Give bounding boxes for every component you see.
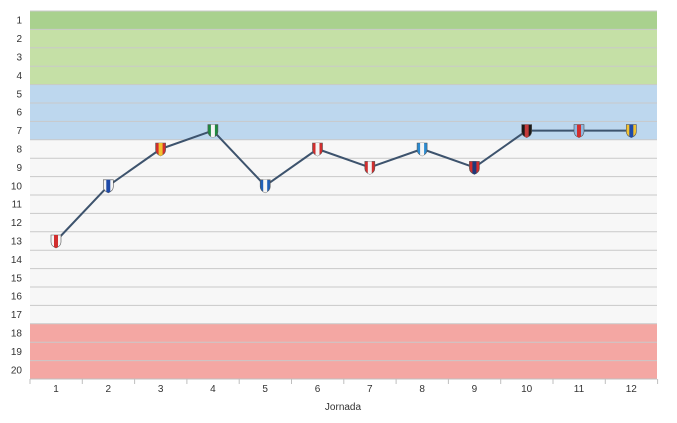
y-tick-label: 9	[16, 163, 22, 174]
y-tick-label: 7	[16, 126, 22, 137]
y-tick-label: 20	[11, 365, 23, 376]
x-tick-label: 6	[315, 384, 321, 395]
marker-layer	[50, 124, 637, 249]
y-tick-label: 13	[11, 237, 23, 248]
x-axis: 1 2 3 4 5 6 7 8 9 10 11 12	[29, 378, 659, 395]
y-tick-label: 14	[11, 255, 23, 266]
crest-stripe	[210, 124, 215, 138]
y-tick-label: 1	[16, 16, 22, 27]
y-tick-label: 10	[11, 181, 23, 192]
crest-stripe	[472, 161, 477, 175]
crest-stripe	[158, 143, 163, 156]
crest-icon	[364, 161, 376, 175]
y-tick-label: 6	[16, 108, 22, 119]
x-tick-label: 10	[521, 384, 533, 395]
y-tick-label: 8	[16, 145, 22, 156]
x-tick-label: 9	[472, 384, 478, 395]
x-tick-label: 1	[53, 384, 59, 395]
x-tick-label: 11	[574, 384, 585, 395]
crest-icon	[573, 124, 585, 138]
x-axis-title: Jornada	[325, 402, 362, 413]
crest-icon	[155, 142, 166, 157]
crest-stripe	[367, 161, 372, 175]
crest-stripe	[577, 124, 581, 138]
crest-icon	[416, 142, 428, 157]
x-tick-label: 5	[262, 384, 268, 395]
crest-icon	[259, 179, 271, 194]
band-1	[30, 11, 657, 30]
x-tick-label: 7	[367, 384, 373, 395]
y-tick-label: 12	[11, 218, 23, 229]
y-tick-label: 16	[11, 292, 23, 303]
x-tick-label: 3	[158, 384, 164, 395]
x-tick-label: 12	[626, 384, 638, 395]
crest-icon	[207, 124, 219, 138]
y-tick-label: 15	[11, 273, 23, 284]
crest-stripe	[629, 124, 634, 138]
crest-icon	[50, 234, 62, 249]
x-tick-label: 2	[106, 384, 112, 395]
y-tick-label: 19	[11, 347, 23, 358]
band-5	[30, 323, 657, 379]
y-tick-label: 4	[16, 71, 22, 82]
y-tick-label: 2	[16, 34, 22, 45]
band-2	[30, 29, 657, 85]
crest-icon	[625, 124, 637, 138]
y-tick-label: 5	[16, 89, 22, 100]
crest-icon	[521, 124, 533, 138]
x-tick-label: 4	[210, 384, 216, 395]
crest-stripe	[54, 235, 58, 248]
series-layer	[55, 129, 632, 242]
crest-stripe	[524, 124, 529, 138]
y-tick-label: 3	[16, 53, 22, 64]
crest-icon	[312, 142, 323, 157]
crest-stripe	[420, 143, 425, 156]
crest-stripe	[263, 179, 268, 193]
y-tick-label: 17	[11, 310, 23, 321]
crest-stripe	[106, 179, 111, 193]
gridlines	[30, 10, 657, 380]
x-tick-label: 8	[419, 384, 425, 395]
crest-icon	[103, 179, 114, 194]
y-tick-label: 18	[11, 329, 23, 340]
crest-stripe	[315, 143, 320, 156]
crest-icon	[469, 161, 480, 175]
y-tick-label: 11	[12, 200, 23, 211]
series-line	[55, 129, 632, 242]
